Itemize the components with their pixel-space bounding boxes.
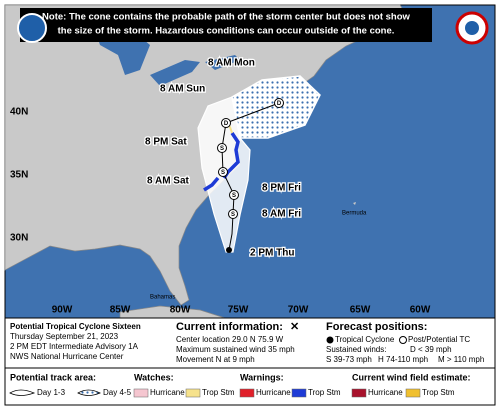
legend-text: D < 39 mph	[410, 345, 452, 354]
panel-border	[4, 317, 496, 406]
legend-swatch	[291, 388, 307, 398]
legend-text: Hurricane	[256, 388, 291, 397]
storm-info: Thursday September 21, 2023	[10, 332, 119, 341]
legend-text: M > 110 mph	[438, 355, 484, 364]
track-label: 8 PM Fri	[262, 183, 301, 194]
forecast-marker-letter: S	[220, 146, 224, 152]
noaa-logo	[17, 13, 47, 43]
current-info-line: Center location 29.0 N 75.9 W	[176, 335, 284, 344]
track-label: 8 AM Sat	[147, 176, 190, 187]
forecast-marker-letter: S	[231, 212, 235, 218]
longitude-label: 75W	[228, 305, 249, 316]
legend-text: Sustained winds:	[326, 345, 386, 354]
longitude-label: 85W	[110, 305, 131, 316]
place-label: Bahamas	[150, 295, 175, 301]
legend-swatch	[133, 388, 149, 398]
info-panel	[4, 317, 496, 406]
forecast-marker	[218, 167, 228, 177]
legend-text: Hurricane	[368, 388, 403, 397]
note-line: the size of the storm. Hazardous conditi…	[58, 26, 395, 37]
forecast-marker-letter: D	[224, 121, 229, 127]
legend-text: H 74-110 mph	[378, 355, 428, 364]
note-box	[20, 8, 432, 42]
legend-text: Day 4-5	[103, 388, 132, 397]
forecast-marker	[221, 118, 231, 128]
track-label: 2 PM Thu	[250, 248, 294, 259]
legend-text: S 39-73 mph	[326, 355, 372, 364]
storm-info: NWS National Hurricane Center	[10, 352, 124, 361]
trop-storm-warning	[203, 176, 220, 192]
current-info-title: Current information:	[176, 321, 283, 333]
forecast-marker-letter: S	[232, 193, 236, 199]
legend-swatch	[185, 388, 201, 398]
forecast-title: Forecast positions:	[326, 321, 427, 333]
track-label: 8 AM Sun	[160, 84, 205, 95]
great-lake	[150, 60, 200, 86]
legend-tc	[326, 336, 334, 344]
legend-text: Trop Stm	[202, 388, 235, 397]
current-info-line: Maximum sustained wind 35 mph	[176, 345, 295, 354]
legend-text: Trop Stm	[308, 388, 341, 397]
current-info-line: Movement N at 9 mph	[176, 355, 255, 364]
legend-swatch	[351, 388, 367, 398]
bermuda	[353, 202, 356, 205]
storm-info: Potential Tropical Cyclone Sixteen	[10, 322, 141, 331]
warnings-title: Warnings:	[240, 372, 284, 382]
longitude-label: 60W	[410, 305, 431, 316]
legend-day45	[77, 389, 101, 396]
forecast-marker	[228, 209, 238, 219]
forecast-marker	[274, 98, 284, 108]
current-info-symbol: ✕	[290, 321, 299, 333]
legend-text: Trop Stm	[422, 388, 455, 397]
longitude-label: 80W	[170, 305, 191, 316]
legend-text: Day 1-3	[37, 388, 66, 397]
cuba	[119, 305, 226, 319]
watches-title: Watches:	[134, 372, 174, 382]
longitude-label: 70W	[288, 305, 309, 316]
nws-logo-center	[465, 21, 479, 35]
storm-info: 2 PM EDT Intermediate Advisory 1A	[10, 342, 139, 351]
legend-swatch	[405, 388, 421, 398]
legend-swatch	[239, 388, 255, 398]
map	[4, 4, 496, 319]
longitude-label: 65W	[350, 305, 371, 316]
forecast-marker	[217, 143, 227, 153]
track-label: 8 AM Mon	[208, 58, 255, 69]
place-label: Bermuda	[342, 211, 367, 217]
legend-text: Hurricane	[150, 388, 185, 397]
track-label: 8 PM Sat	[145, 137, 187, 148]
latitude-label: 30N	[10, 233, 28, 244]
current-position	[226, 247, 232, 253]
forecast-marker	[229, 190, 239, 200]
forecast-marker-letter: D	[277, 101, 282, 107]
legend-day13	[9, 389, 36, 396]
great-lake	[205, 55, 240, 70]
legend-ptc	[399, 336, 407, 344]
note-line: Note: The cone contains the probable pat…	[42, 12, 410, 23]
latitude-label: 40N	[10, 107, 28, 118]
legend-text: Tropical Cyclone	[335, 335, 395, 344]
longitude-label: 90W	[52, 305, 73, 316]
track-label: 8 AM Fri	[262, 209, 301, 220]
forecast-marker-letter: S	[221, 170, 225, 176]
track-area-title: Potential track area:	[10, 372, 96, 382]
legend-text: Post/Potential TC	[408, 335, 470, 344]
wind-field-title: Current wind field estimate:	[352, 372, 471, 382]
latitude-label: 35N	[10, 170, 28, 181]
